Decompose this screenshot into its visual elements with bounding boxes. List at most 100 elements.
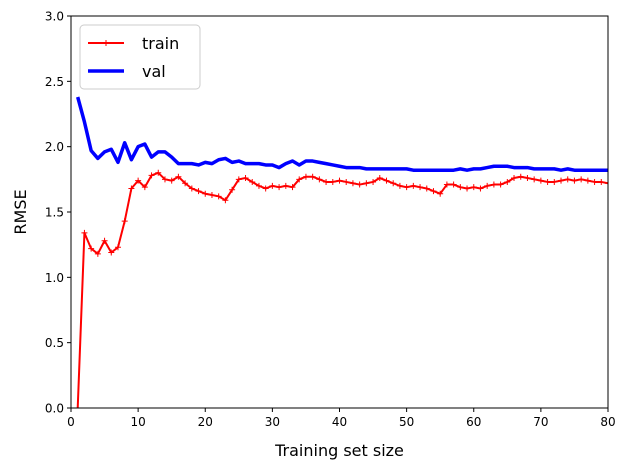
- data-point-train: [544, 178, 551, 185]
- legend-item-train: train: [88, 34, 179, 53]
- x-tick-label: 30: [265, 415, 280, 429]
- x-tick-label: 20: [198, 415, 213, 429]
- x-tick-label: 0: [67, 415, 75, 429]
- data-point-train: [336, 177, 343, 184]
- y-tick-label: 3.0: [45, 10, 64, 24]
- data-point-train: [383, 177, 390, 184]
- data-point-train: [148, 172, 155, 179]
- data-point-train: [490, 181, 497, 188]
- x-tick-label: 10: [130, 415, 145, 429]
- data-point-train: [182, 180, 189, 187]
- legend-marker-train: [103, 40, 109, 46]
- data-point-train: [437, 190, 444, 197]
- data-point-train: [168, 177, 175, 184]
- x-axis-label: Training set size: [274, 441, 404, 460]
- data-point-train: [269, 182, 276, 189]
- data-point-train: [249, 178, 256, 185]
- data-point-train: [390, 180, 397, 187]
- x-tick-label: 60: [466, 415, 481, 429]
- data-point-train: [114, 244, 121, 251]
- y-axis: 0.0 0.5 1.0 1.5 2.0 2.5 3.0: [45, 10, 71, 416]
- data-point-train: [417, 184, 424, 191]
- data-point-train: [443, 181, 450, 188]
- data-point-train: [584, 177, 591, 184]
- data-point-train: [356, 181, 363, 188]
- legend-item-val: val: [88, 62, 166, 81]
- data-point-train: [141, 184, 148, 191]
- y-tick-label: 2.5: [45, 75, 64, 89]
- data-point-train: [363, 180, 370, 187]
- data-point-train: [276, 184, 283, 191]
- data-point-train: [571, 177, 578, 184]
- data-point-train: [564, 176, 571, 183]
- data-point-train: [108, 249, 115, 256]
- data-point-train: [403, 184, 410, 191]
- data-point-train: [289, 184, 296, 191]
- x-tick-label: 70: [533, 415, 548, 429]
- series-line-val: [76, 96, 608, 172]
- data-point-train: [155, 169, 162, 176]
- legend-label-val: val: [142, 62, 166, 81]
- x-axis: 0 10 20 30 40 50 60 70 80: [67, 408, 616, 429]
- data-point-train: [517, 173, 524, 180]
- data-point-train: [591, 178, 598, 185]
- data-point-train: [188, 185, 195, 192]
- data-point-train: [343, 178, 350, 185]
- x-tick-label: 40: [332, 415, 347, 429]
- y-tick-label: 1.5: [45, 206, 64, 220]
- data-point-train: [255, 182, 262, 189]
- data-point-train: [457, 184, 464, 191]
- data-point-train: [81, 229, 88, 236]
- data-point-train: [349, 180, 356, 187]
- data-point-train: [410, 182, 417, 189]
- data-point-train: [128, 185, 135, 192]
- y-tick-label: 2.0: [45, 140, 64, 154]
- data-point-train: [222, 197, 229, 204]
- data-point-train: [316, 176, 323, 183]
- data-point-train: [135, 177, 142, 184]
- legend-box: [79, 24, 201, 90]
- data-point-train: [202, 190, 209, 197]
- data-point-train: [551, 178, 558, 185]
- data-point-train: [101, 237, 108, 244]
- data-point-train: [477, 185, 484, 192]
- data-point-train: [484, 182, 491, 189]
- data-point-train: [282, 182, 289, 189]
- series-val: [76, 96, 608, 172]
- data-point-train: [323, 178, 330, 185]
- data-point-train: [94, 250, 101, 257]
- data-point-train: [524, 175, 531, 182]
- data-point-train: [396, 182, 403, 189]
- data-point-train: [558, 177, 565, 184]
- data-point-train: [598, 178, 605, 185]
- data-point-train: [88, 245, 95, 252]
- data-point-train: [370, 178, 377, 185]
- data-point-train: [262, 185, 269, 192]
- y-axis-label: RMSE: [11, 189, 30, 234]
- data-point-train: [195, 188, 202, 195]
- data-point-train: [329, 178, 336, 185]
- data-point-train: [605, 180, 608, 187]
- data-point-train: [302, 173, 309, 180]
- y-tick-label: 0.0: [45, 402, 64, 416]
- data-point-train: [537, 177, 544, 184]
- data-point-train: [470, 184, 477, 191]
- data-point-train: [578, 176, 585, 183]
- data-point-train: [423, 185, 430, 192]
- x-tick-label: 80: [600, 415, 615, 429]
- y-tick-label: 0.5: [45, 336, 64, 350]
- data-point-train: [121, 218, 128, 225]
- data-point-train: [242, 175, 249, 182]
- data-point-train: [309, 173, 316, 180]
- data-point-train: [376, 175, 383, 182]
- legend-label-train: train: [142, 34, 179, 53]
- data-point-train: [450, 181, 457, 188]
- data-point-train: [175, 173, 182, 180]
- data-point-train: [208, 192, 215, 199]
- data-point-train: [235, 176, 242, 183]
- data-point-train: [497, 181, 504, 188]
- data-point-train: [531, 176, 538, 183]
- data-point-train: [504, 178, 511, 185]
- data-point-train: [296, 176, 303, 183]
